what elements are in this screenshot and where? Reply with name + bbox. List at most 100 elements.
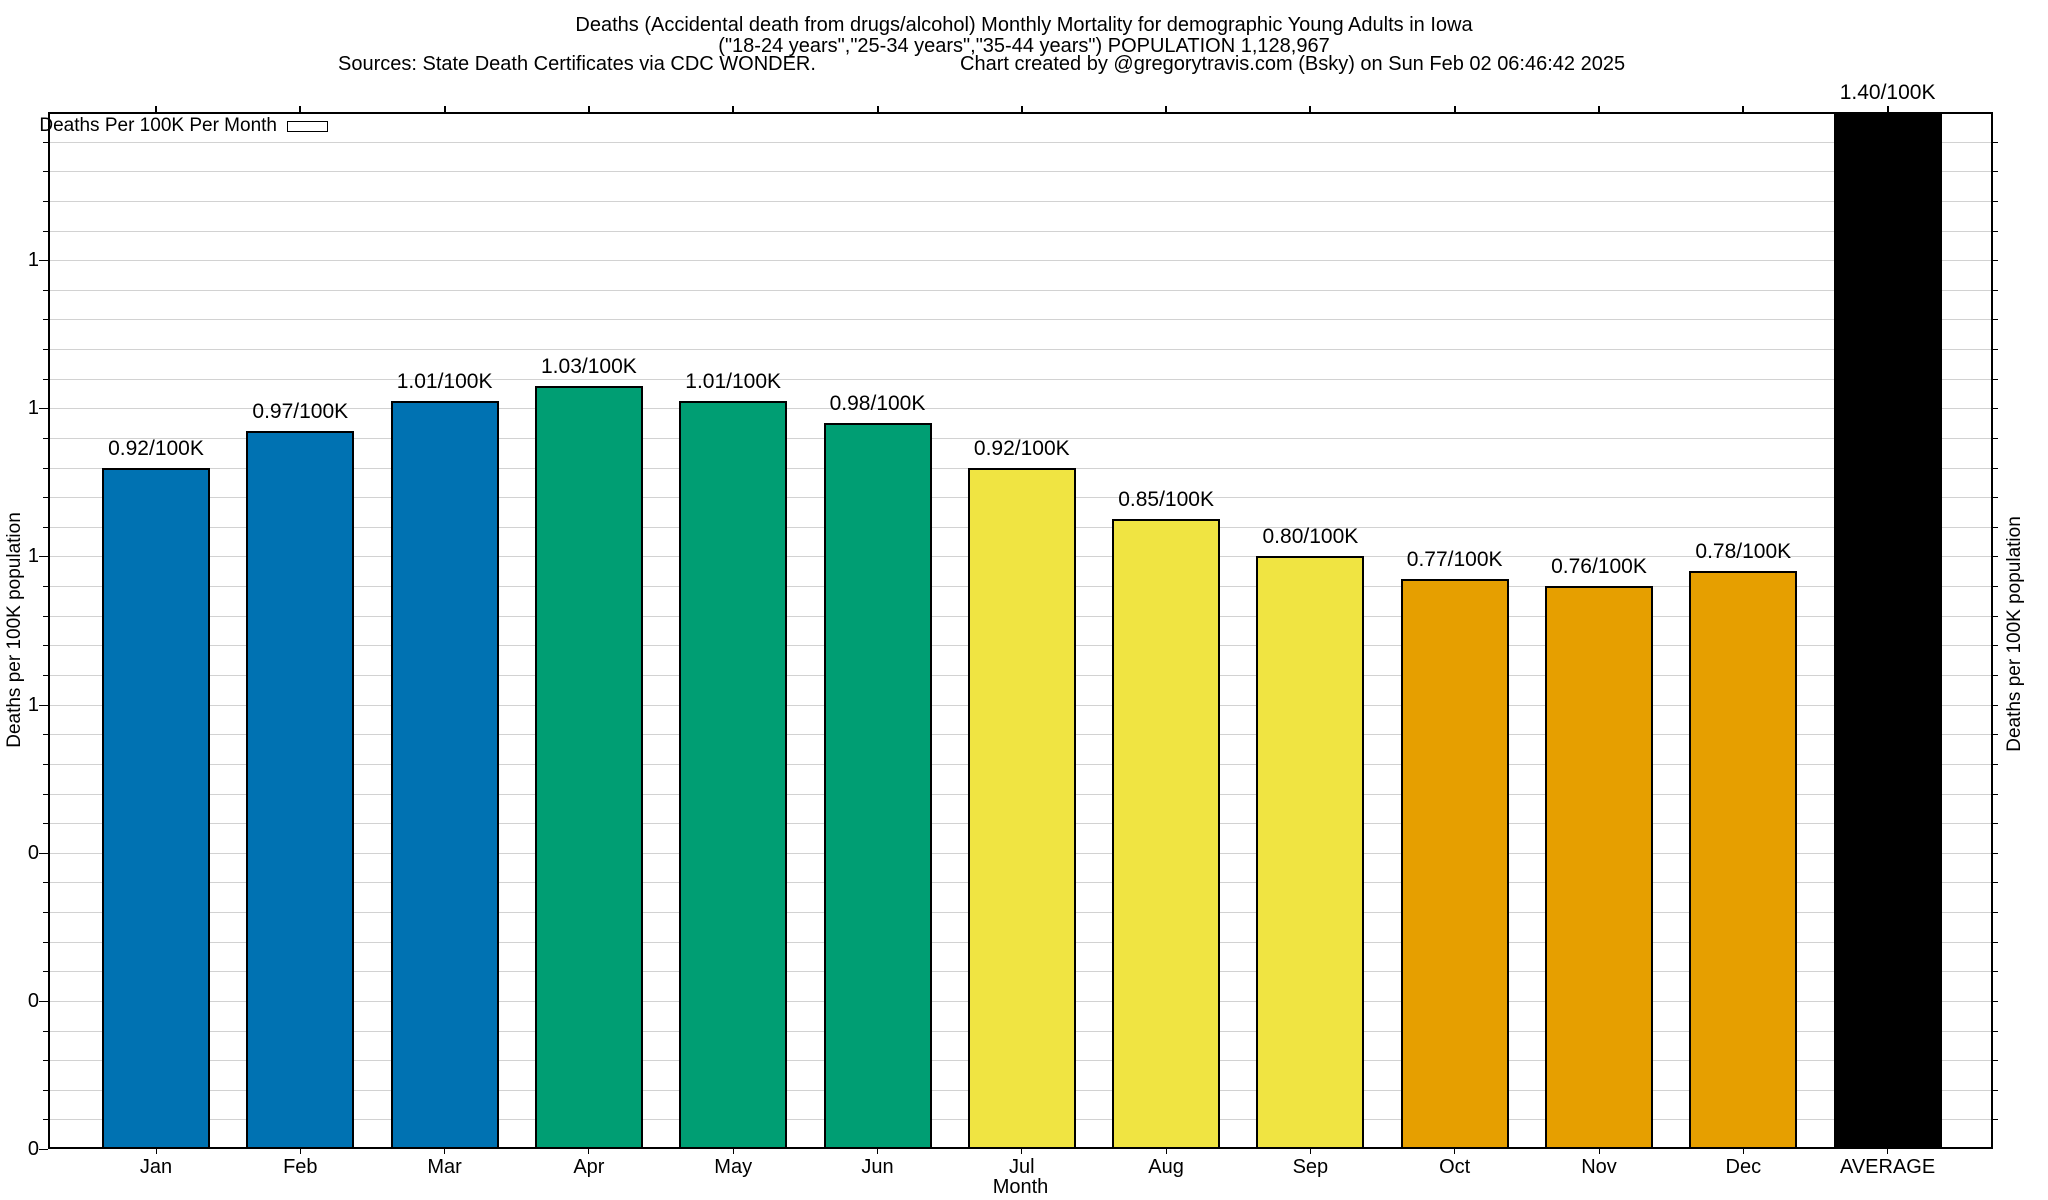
x-tick-label-may: May — [714, 1156, 753, 1178]
bottom-axis-tick — [588, 1149, 590, 1154]
y-tick-label: 1 — [27, 693, 39, 716]
top-axis-tick — [1020, 106, 1023, 112]
bottom-axis-tick — [1165, 1149, 1167, 1154]
bar-jan — [102, 467, 210, 1149]
gridline — [48, 289, 1993, 291]
top-axis-tick — [1886, 106, 1889, 112]
gridline — [48, 200, 1993, 202]
gridline — [48, 260, 1993, 262]
gridline — [48, 230, 1993, 232]
y-minor-tick-right — [1993, 230, 1998, 232]
x-tick-label-sep: Sep — [1292, 1156, 1329, 1178]
bar-value-label: 1.01/100K — [685, 369, 782, 393]
y-minor-tick-right — [1993, 971, 1998, 973]
y-minor-tick-right — [1993, 437, 1998, 439]
bar-dec — [1689, 571, 1798, 1149]
y-minor-tick — [43, 289, 48, 291]
y-minor-tick-right — [1993, 852, 1998, 854]
top-axis-tick — [1309, 106, 1312, 112]
bar-value-label: 0.78/100K — [1695, 540, 1792, 564]
bar-value-label: 0.80/100K — [1262, 525, 1359, 549]
y-minor-tick — [43, 467, 48, 469]
top-axis-tick — [1742, 106, 1745, 112]
y-minor-tick — [43, 349, 48, 350]
y-minor-tick-right — [1993, 1060, 1998, 1062]
y-tick-label: 1 — [27, 545, 39, 568]
y-minor-tick — [43, 763, 48, 765]
gridline — [48, 349, 1993, 350]
y-tick-label: 0 — [27, 841, 39, 864]
y-minor-tick — [43, 586, 48, 588]
x-tick-label-dec: Dec — [1725, 1156, 1762, 1178]
bar-value-label: 1.03/100K — [541, 355, 637, 379]
bar-apr — [534, 386, 643, 1149]
sources-note: Sources: State Death Certificates via CD… — [338, 53, 816, 75]
y-minor-tick — [43, 971, 48, 973]
top-axis-tick — [443, 106, 446, 112]
bottom-axis-tick — [155, 1149, 157, 1154]
x-tick-label-mar: Mar — [427, 1156, 462, 1178]
gridline — [48, 437, 1993, 439]
y-major-tick — [39, 556, 48, 558]
bar-feb — [246, 430, 355, 1149]
y-minor-tick — [43, 497, 48, 499]
bottom-axis-tick — [299, 1149, 301, 1154]
x-tick-label-jan: Jan — [139, 1156, 173, 1178]
y-minor-tick — [43, 674, 48, 676]
y-minor-tick-right — [1993, 1119, 1998, 1121]
bottom-axis-tick — [1598, 1149, 1600, 1154]
y-minor-tick — [43, 734, 48, 736]
gridline — [48, 171, 1993, 173]
y-minor-tick — [43, 615, 48, 617]
bar-average — [1833, 112, 1942, 1149]
y-minor-tick-right — [1993, 763, 1998, 765]
y-minor-tick-right — [1993, 586, 1998, 588]
bar-value-label: 0.92/100K — [108, 436, 204, 460]
bar-value-label: 0.98/100K — [829, 392, 926, 416]
y-minor-tick-right — [1993, 674, 1998, 676]
y-axis-title-right: Deaths per 100K population — [2004, 516, 2025, 752]
y-minor-tick-right — [1993, 408, 1998, 410]
x-tick-label-oct: Oct — [1439, 1156, 1471, 1178]
bar-oct — [1400, 578, 1509, 1149]
x-tick-label-apr: Apr — [573, 1156, 605, 1178]
y-minor-tick-right — [1993, 823, 1998, 825]
top-axis-tick — [1598, 106, 1600, 112]
y-minor-tick-right — [1993, 378, 1998, 380]
top-axis-tick — [587, 106, 590, 112]
y-minor-tick-right — [1993, 1030, 1998, 1032]
legend-swatch — [287, 120, 328, 132]
bar-jun — [823, 423, 932, 1149]
y-minor-tick-right — [1993, 171, 1998, 173]
legend-label: Deaths Per 100K Per Month — [39, 115, 277, 136]
bar-jul — [967, 467, 1076, 1149]
bottom-axis-tick — [1454, 1149, 1456, 1154]
y-minor-tick — [43, 823, 48, 825]
y-tick-label: 0 — [27, 989, 39, 1012]
y-minor-tick — [43, 645, 48, 647]
bottom-axis-tick — [732, 1149, 734, 1154]
bar-value-label: 0.92/100K — [973, 436, 1070, 460]
y-minor-tick — [43, 941, 48, 943]
bar-value-label: 0.77/100K — [1406, 547, 1503, 571]
bottom-axis-tick — [1021, 1149, 1023, 1154]
top-axis-tick — [299, 106, 302, 112]
x-tick-label-nov: Nov — [1581, 1156, 1617, 1178]
y-minor-tick-right — [1993, 912, 1998, 913]
y-minor-tick-right — [1993, 1000, 1998, 1002]
y-minor-tick-right — [1993, 704, 1998, 706]
y-minor-tick — [43, 378, 48, 380]
y-minor-tick — [43, 1060, 48, 1062]
bar-nov — [1545, 586, 1653, 1149]
y-minor-tick — [43, 437, 48, 439]
y-minor-tick-right — [1993, 200, 1998, 202]
y-minor-tick-right — [1993, 289, 1998, 291]
y-minor-tick — [43, 230, 48, 232]
x-tick-label-feb: Feb — [283, 1156, 318, 1178]
top-axis-tick — [876, 106, 879, 112]
y-minor-tick-right — [1993, 1089, 1998, 1091]
bar-sep — [1256, 556, 1365, 1149]
top-axis-tick — [1453, 106, 1456, 112]
bottom-axis-tick — [1887, 1149, 1889, 1154]
bottom-axis-tick — [444, 1149, 446, 1154]
